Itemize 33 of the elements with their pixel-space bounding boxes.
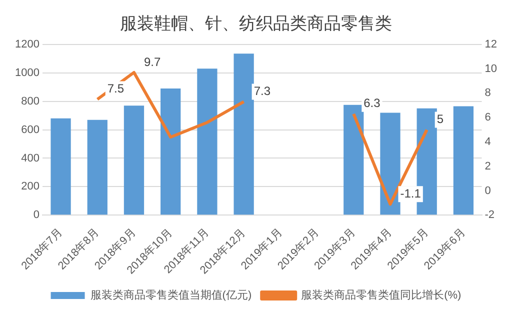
data-label: 7.3 bbox=[254, 84, 271, 98]
y-tick-label: 1000 bbox=[14, 66, 40, 79]
legend-label: 服装类商品零售类值同比增长(%) bbox=[301, 288, 462, 302]
chart-title: 服装鞋帽、针、纺织品类商品零售类 bbox=[120, 14, 392, 33]
bar bbox=[380, 112, 400, 215]
bar bbox=[124, 106, 144, 215]
y-tick-label: 800 bbox=[21, 95, 40, 108]
y2-tick-label: 6 bbox=[484, 112, 491, 124]
data-label: 6.3 bbox=[364, 96, 381, 110]
bar bbox=[87, 120, 108, 215]
legend-label: 服装类商品零售类值当期值(亿元) bbox=[90, 288, 252, 302]
bar bbox=[50, 118, 71, 215]
bar bbox=[160, 88, 181, 215]
y-tick-label: 200 bbox=[21, 180, 40, 193]
data-label: 7.5 bbox=[107, 82, 124, 96]
bar bbox=[234, 54, 254, 215]
y2-tick-label: 4 bbox=[484, 136, 491, 148]
y2-tick-label: -2 bbox=[484, 209, 495, 222]
y2-tick-label: 12 bbox=[484, 38, 498, 50]
y-tick-label: 600 bbox=[21, 124, 40, 136]
y2-tick-label: 10 bbox=[484, 62, 498, 75]
bar bbox=[453, 106, 474, 215]
y2-tick-label: 2 bbox=[484, 160, 491, 172]
y-tick-label: 1200 bbox=[14, 38, 40, 50]
y2-tick-label: 0 bbox=[484, 184, 491, 197]
data-label: 5 bbox=[436, 112, 444, 126]
bar bbox=[344, 104, 364, 215]
data-label: 9.7 bbox=[144, 54, 161, 69]
data-label: -1.1 bbox=[400, 186, 422, 200]
bar bbox=[197, 68, 218, 215]
y-tick-label: 400 bbox=[21, 152, 40, 164]
y2-tick-label: 8 bbox=[484, 87, 491, 100]
y-tick-label: 0 bbox=[33, 209, 40, 222]
